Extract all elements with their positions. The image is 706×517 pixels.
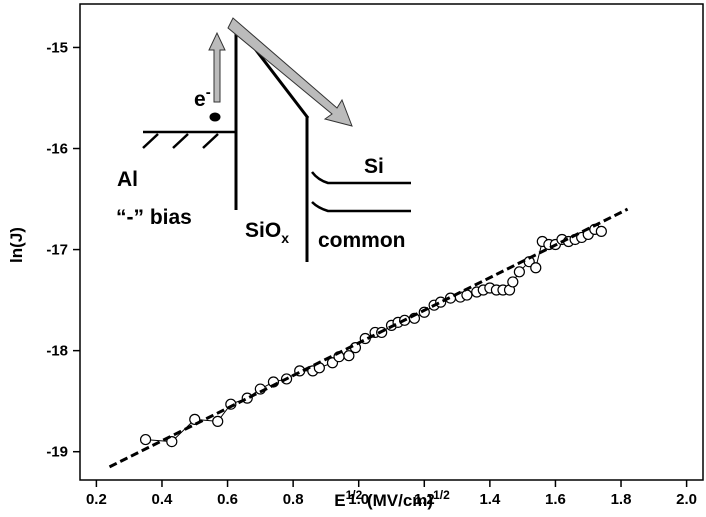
data-point <box>507 276 519 288</box>
inset-label: “-” bias <box>116 206 192 229</box>
inset-label: SiOx <box>245 219 289 246</box>
data-point <box>166 435 178 448</box>
y-axis-label: ln(J) <box>7 227 26 263</box>
valence-band <box>311 201 411 213</box>
electron <box>209 112 221 122</box>
inset-label: Al <box>117 168 138 191</box>
data-point <box>212 415 224 427</box>
conduction-band <box>311 171 411 185</box>
y-tick-label: -17 <box>46 242 68 259</box>
band-diagram <box>142 17 411 262</box>
y-tick-label: -18 <box>46 343 68 360</box>
hatch <box>142 133 159 149</box>
data-point <box>139 433 152 446</box>
inset-text: SiO <box>245 219 281 242</box>
plot-frame <box>79 3 704 481</box>
y-tick-label: -15 <box>46 39 68 56</box>
inset-label: e- <box>194 84 211 111</box>
hatch <box>172 133 189 149</box>
inset-label: common <box>318 229 406 252</box>
x-tick-label: 1.0 <box>348 491 369 508</box>
inset-label: Si <box>364 155 384 178</box>
inset-sub: x <box>281 230 289 246</box>
x-tick-label: 2.0 <box>676 491 697 508</box>
hatch <box>202 133 219 149</box>
x-label-part: (MV/cm) <box>362 491 433 510</box>
x-tick-label: 1.6 <box>545 491 566 508</box>
x-tick-label: 1.2 <box>414 491 435 508</box>
data-point <box>343 350 355 362</box>
emission-arrow <box>208 31 226 103</box>
y-tick-label: -16 <box>46 141 68 158</box>
x-tick-label: 1.8 <box>611 491 632 508</box>
x-label-sup: 1/2 <box>346 488 363 502</box>
data-point <box>530 262 542 274</box>
data-point <box>435 296 447 308</box>
fit-line <box>108 207 629 469</box>
x-tick-label: 0.6 <box>217 491 238 508</box>
data-point <box>461 289 473 301</box>
x-label-part: E <box>334 491 345 510</box>
x-label-sup: 1/2 <box>433 488 450 502</box>
x-tick-label: 0.8 <box>283 491 304 508</box>
x-tick-label: 0.4 <box>152 491 174 508</box>
tunnel-arrow <box>227 17 353 127</box>
x-tick-label: 1.4 <box>479 491 501 508</box>
data-point <box>595 225 607 237</box>
x-axis-label: E1/2 (MV/cm)1/2 <box>334 488 450 510</box>
y-tick-label: -19 <box>46 444 68 461</box>
inset-text: e <box>194 88 206 111</box>
data-point <box>513 266 525 278</box>
x-tick-label: 0.2 <box>86 491 107 508</box>
inset-sup: - <box>206 84 211 101</box>
